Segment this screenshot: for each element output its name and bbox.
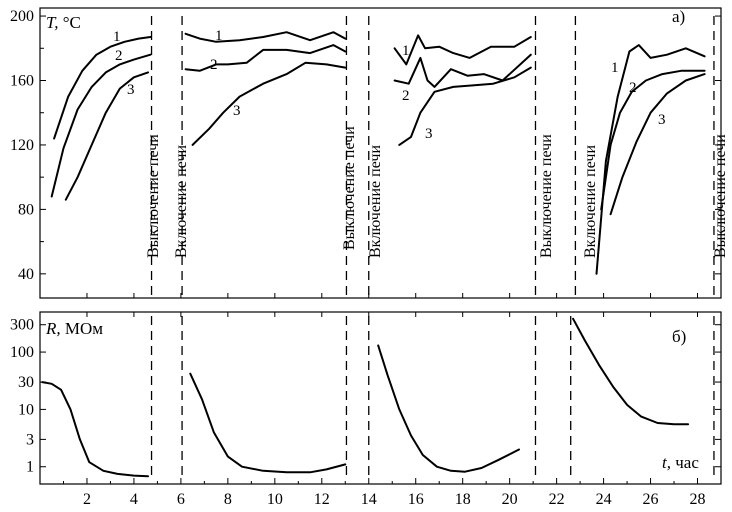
curve-number-label: 1 [402, 43, 410, 59]
temperature-curve-1 [393, 34, 532, 66]
y-axis-title: R, МОм [45, 319, 103, 338]
y-tick-label: 80 [18, 201, 34, 218]
resistance-plot-frame [39, 311, 722, 485]
y-tick-label: 300 [10, 317, 34, 334]
y-tick-label: 3 [26, 431, 34, 448]
temperature-curve-3 [64, 71, 149, 201]
furnace-off-label: Выключение печи [145, 134, 162, 258]
x-tick-label: 24 [596, 491, 612, 508]
x-tick-label: 22 [549, 491, 565, 508]
x-tick-label: 16 [408, 491, 424, 508]
curve-number-label: 2 [210, 57, 218, 73]
temperature-plot-frame [39, 7, 722, 299]
x-axis-unit: час [675, 453, 699, 472]
temperature-curve-1 [53, 36, 152, 140]
x-axis-symbol: t, [662, 453, 675, 472]
panel-label-a: а) [672, 7, 685, 26]
y-tick-label: 10 [18, 401, 34, 418]
temperature-curve-1 [184, 31, 347, 43]
curve-number-label: 2 [629, 80, 637, 96]
resistance-curve [41, 381, 149, 478]
resistance-curve [189, 372, 347, 474]
curve-number-label: 3 [658, 112, 666, 128]
temperature-curve-3 [191, 61, 347, 146]
y-tick-label: 120 [10, 137, 34, 154]
curve-number-label: 3 [425, 126, 433, 142]
y-axis-unit: МОм [65, 319, 103, 338]
curve-number-label: 3 [127, 82, 135, 98]
x-tick-label: 8 [224, 491, 232, 508]
y-tick-label: 160 [10, 73, 34, 90]
x-tick-label: 2 [83, 491, 91, 508]
x-tick-label: 20 [502, 491, 518, 508]
curve-number-label: 2 [402, 88, 410, 104]
y-axis-unit: °C [63, 13, 81, 32]
x-tick-label: 10 [267, 491, 283, 508]
furnace-on-label: Включение печи [582, 145, 599, 258]
furnace-off-label: Выключение печи [712, 134, 729, 258]
y-axis-symbol: T, [46, 13, 63, 32]
y-axis-title: T, °C [46, 13, 81, 32]
x-tick-label: 28 [690, 491, 706, 508]
y-tick-label: 200 [10, 8, 34, 25]
curve-number-label: 2 [115, 48, 123, 64]
y-tick-label: 100 [10, 344, 34, 361]
x-tick-label: 4 [130, 491, 138, 508]
y-tick-label: 30 [18, 374, 34, 391]
y-tick-label: 1 [26, 459, 34, 476]
x-tick-label: 18 [455, 491, 471, 508]
furnace-off-label: Выключение печи [341, 126, 358, 250]
x-tick-label: 6 [177, 491, 185, 508]
temperature-curve-2 [184, 44, 347, 72]
temperature-curve-2 [393, 53, 532, 88]
x-axis-title: t, час [662, 453, 699, 472]
furnace-on-label: Включение печи [367, 145, 384, 258]
furnace-off-label: Выключение печи [538, 134, 555, 258]
y-tick-label: 40 [18, 266, 34, 283]
resistance-curve [377, 344, 520, 473]
curve-number-label: 3 [233, 103, 241, 119]
curve-number-label: 1 [215, 28, 223, 44]
temperature-curve-3 [609, 73, 706, 216]
furnace-on-label: Включение печи [173, 145, 190, 258]
y-axis-symbol: R, [45, 319, 65, 338]
curve-number-label: 1 [113, 29, 121, 45]
temperature-curve-3 [398, 66, 532, 146]
curve-number-label: 1 [611, 60, 619, 76]
resistance-curve [572, 317, 690, 426]
temperature-curve-1 [595, 44, 706, 275]
panel-label-b: б) [672, 327, 686, 346]
x-tick-label: 26 [643, 491, 659, 508]
x-tick-label: 12 [314, 491, 330, 508]
temperature-curve-2 [50, 53, 152, 198]
temperature-curve-2 [600, 69, 706, 211]
x-tick-label: 14 [361, 491, 377, 508]
